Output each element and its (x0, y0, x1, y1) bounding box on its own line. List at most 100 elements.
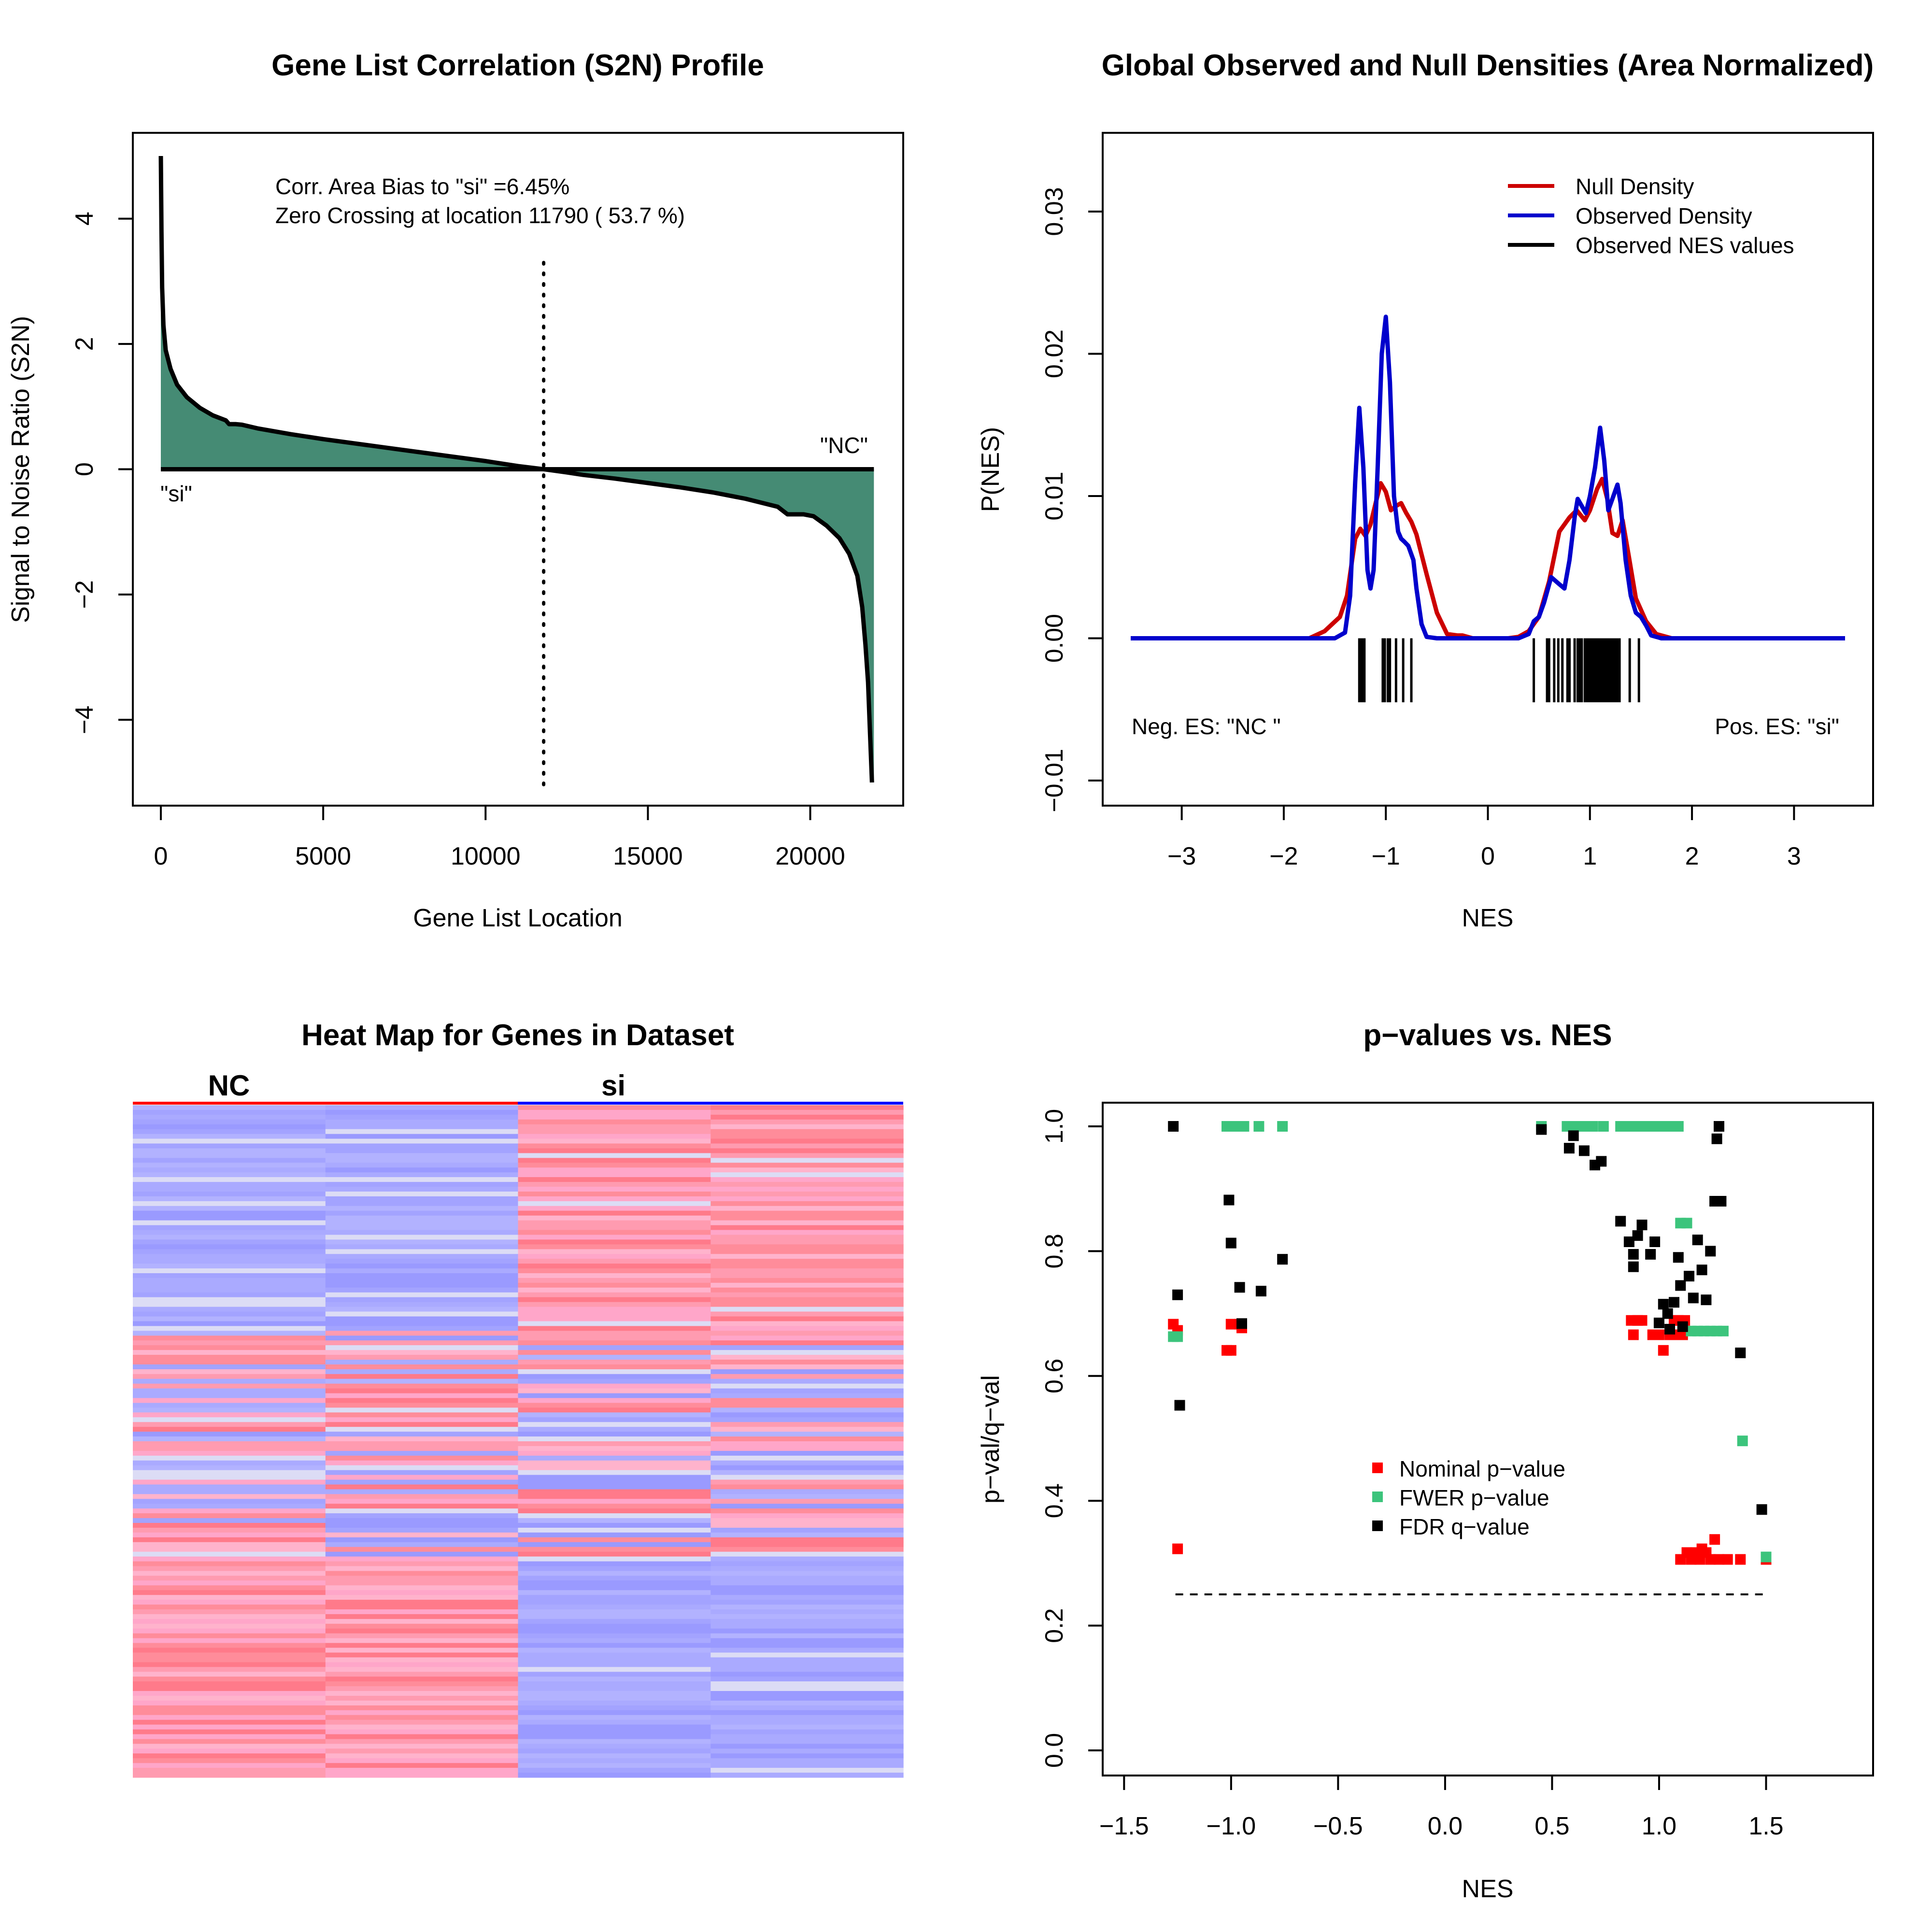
fdr-q-point (1664, 1323, 1676, 1335)
heatmap-cell (133, 1499, 326, 1504)
heatmap-cell (518, 1696, 711, 1701)
heatmap-cell (518, 1254, 711, 1259)
heatmap-cell (710, 1763, 904, 1768)
y-tick-label: 0.4 (1040, 1483, 1068, 1518)
heatmap-cell (518, 1206, 711, 1211)
heatmap-cell (325, 1724, 519, 1730)
heatmap-cell (325, 1734, 519, 1739)
heatmap-cell (325, 1206, 519, 1211)
heatmap-cell (325, 1225, 519, 1231)
heatmap-cell (518, 1532, 711, 1538)
x-tick-label: 0 (154, 842, 168, 870)
heatmap-cell (133, 1292, 326, 1298)
fdr-q-point (1705, 1246, 1716, 1257)
heatmap-cell (325, 1235, 519, 1240)
panel-heatmap: Heat Map for Genes in Dataset NC si (133, 1019, 904, 1778)
heatmap-cell (325, 1398, 519, 1403)
x-tick-label: 2 (1685, 842, 1699, 870)
heatmap-cell (133, 1124, 326, 1130)
heatmap-cell (518, 1590, 711, 1595)
heatmap-cell (133, 1455, 326, 1461)
heatmap-cell (325, 1768, 519, 1773)
heatmap-cell (133, 1374, 326, 1379)
heatmap-cell (325, 1672, 519, 1677)
heatmap-cell (518, 1378, 711, 1384)
heatmap-cell (133, 1239, 326, 1245)
heatmap-cell (710, 1657, 904, 1662)
heatmap-cell (133, 1192, 326, 1197)
fdr-q-point (1756, 1504, 1767, 1515)
heatmap-cell (325, 1715, 519, 1720)
heatmap-cell (710, 1138, 904, 1144)
heatmap-cell (133, 1638, 326, 1644)
heatmap-cell (325, 1619, 519, 1624)
heatmap-cell (133, 1576, 326, 1581)
heatmap-cell (518, 1623, 711, 1629)
heatmap-cell (133, 1633, 326, 1639)
fdr-q-point (1632, 1230, 1643, 1241)
y-tick-label: 0.00 (1040, 614, 1068, 663)
fdr-q-point (1623, 1236, 1634, 1247)
heatmap-cell (518, 1628, 711, 1634)
heatmap-cell (710, 1537, 904, 1543)
heatmap-cell (325, 1148, 519, 1153)
heatmap-cell (325, 1244, 519, 1250)
heatmap-cell (518, 1479, 711, 1485)
heatmap-cell (518, 1710, 711, 1716)
heatmap-cell (518, 1619, 711, 1624)
heatmap-cell (133, 1177, 326, 1182)
heatmap-cell (133, 1566, 326, 1571)
nominal-p-point (1628, 1329, 1639, 1340)
y-tick-label: −4 (71, 706, 99, 734)
heatmap-cell (518, 1494, 711, 1499)
annotation-neg-es: Neg. ES: "NC " (1132, 714, 1281, 739)
heatmap-cell (133, 1417, 326, 1422)
heatmap-cell (133, 1681, 326, 1687)
heatmap-cell (710, 1345, 904, 1350)
heatmap-cell (518, 1638, 711, 1644)
heatmap-cell (325, 1773, 519, 1778)
heatmap-cell (518, 1450, 711, 1456)
heatmap-cell (133, 1489, 326, 1494)
heatmap-cell (518, 1605, 711, 1610)
heatmap-cell (325, 1264, 519, 1269)
heatmap-cell (133, 1460, 326, 1466)
heatmap-cell (325, 1696, 519, 1701)
heatmap-cell (325, 1287, 519, 1293)
heatmap-cell (325, 1479, 519, 1485)
y-tick-label: −2 (71, 580, 99, 609)
y-axis-label-s2n: Signal to Noise Ratio (S2N) (7, 316, 35, 623)
heatmap-cell (518, 1403, 711, 1408)
fdr-q-point (1688, 1293, 1699, 1304)
fdr-q-point (1628, 1261, 1639, 1272)
heatmap-cell (710, 1748, 904, 1754)
observed-density-line (1131, 314, 1845, 640)
fdr-q-point (1236, 1318, 1247, 1329)
heatmap-cell (710, 1215, 904, 1221)
fdr-q-point (1696, 1264, 1707, 1276)
heatmap-cell (325, 1220, 519, 1226)
heatmap-cell (325, 1600, 519, 1605)
heatmap-cell (518, 1441, 711, 1447)
chart-title-s2n: Gene List Correlation (S2N) Profile (271, 49, 764, 82)
heatmap-cell (518, 1287, 711, 1293)
fwer-p-point (1718, 1325, 1729, 1336)
heatmap-cell (133, 1307, 326, 1312)
heatmap-cell (710, 1513, 904, 1519)
heatmap-cell (518, 1215, 711, 1221)
heatmap-cell (710, 1628, 904, 1634)
heatmap-cell (710, 1230, 904, 1235)
fdr-q-point (1225, 1237, 1236, 1249)
heatmap-cell (518, 1739, 711, 1744)
heatmap-cell (710, 1259, 904, 1264)
heatmap-cell (710, 1436, 904, 1442)
heatmap-cell (325, 1249, 519, 1254)
heatmap-cell (133, 1254, 326, 1259)
heatmap-cell (518, 1259, 711, 1264)
heatmap-cell (518, 1652, 711, 1658)
heatmap-cell (710, 1734, 904, 1739)
heatmap-cell (325, 1446, 519, 1451)
heatmap-cell (518, 1609, 711, 1615)
heatmap-cell (518, 1724, 711, 1730)
x-axis-label-densities: NES (1462, 904, 1514, 932)
